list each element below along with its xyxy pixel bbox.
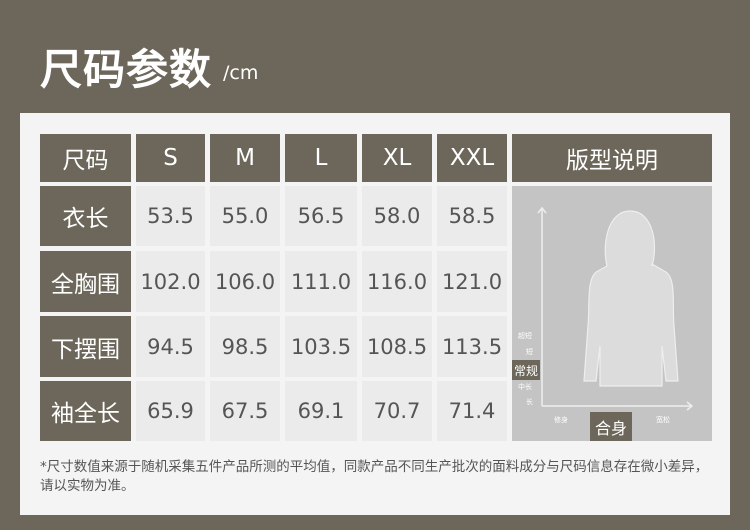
length-level-4: 长 — [526, 398, 533, 406]
selected-width-tag: 合身 — [590, 412, 632, 441]
table-cell: 70.7 — [362, 381, 432, 441]
row-label: 衣长 — [40, 186, 131, 246]
fit-diagram: 超短 短 中长 长 修身 宽松 常规 合身 — [512, 186, 712, 441]
row-label: 袖全长 — [40, 381, 131, 441]
table-cell: 98.5 — [210, 316, 280, 377]
table-cell: 94.5 — [136, 316, 205, 377]
table-cell: 67.5 — [210, 381, 280, 441]
length-level-1: 短 — [526, 348, 533, 356]
row-label: 全胸围 — [40, 251, 131, 312]
width-level-0: 修身 — [554, 416, 568, 424]
table-cell: 55.0 — [210, 186, 280, 246]
selected-length-tag: 常规 — [512, 360, 540, 380]
table-cell: 116.0 — [362, 251, 432, 312]
table-cell: 106.0 — [210, 251, 280, 312]
length-level-0: 超短 — [518, 332, 532, 340]
table-cell: 53.5 — [136, 186, 205, 246]
page-title: 尺码参数 — [40, 45, 213, 94]
header-size-3: XL — [362, 134, 432, 182]
width-level-2: 宽松 — [656, 416, 670, 424]
table-cell: 56.5 — [285, 186, 357, 246]
header-size-1: M — [210, 134, 280, 182]
table-cell: 58.5 — [437, 186, 507, 246]
table-cell: 111.0 — [285, 251, 357, 312]
unit-label: /cm — [223, 62, 259, 84]
table-cell: 102.0 — [136, 251, 205, 312]
header-size-4: XXL — [437, 134, 507, 182]
header-size-2: L — [285, 134, 357, 182]
disclaimer-note: *尺寸数值来源于随机采集五件产品所测的平均值，同款产品不同生产批次的面料成分与尺… — [40, 459, 709, 494]
header-size-0: S — [136, 134, 205, 182]
header-fit: 版型说明 — [512, 134, 712, 182]
figure-illustration — [537, 206, 694, 411]
header-corner: 尺码 — [40, 134, 131, 182]
table-cell: 121.0 — [437, 251, 507, 312]
table-cell: 58.0 — [362, 186, 432, 246]
table-cell: 69.1 — [285, 381, 357, 441]
row-label: 下摆围 — [40, 316, 131, 377]
table-cell: 113.5 — [437, 316, 507, 377]
table-cell: 103.5 — [285, 316, 357, 377]
length-level-3: 中长 — [518, 383, 532, 391]
table-cell: 65.9 — [136, 381, 205, 441]
table-cell: 108.5 — [362, 316, 432, 377]
table-cell: 71.4 — [437, 381, 507, 441]
